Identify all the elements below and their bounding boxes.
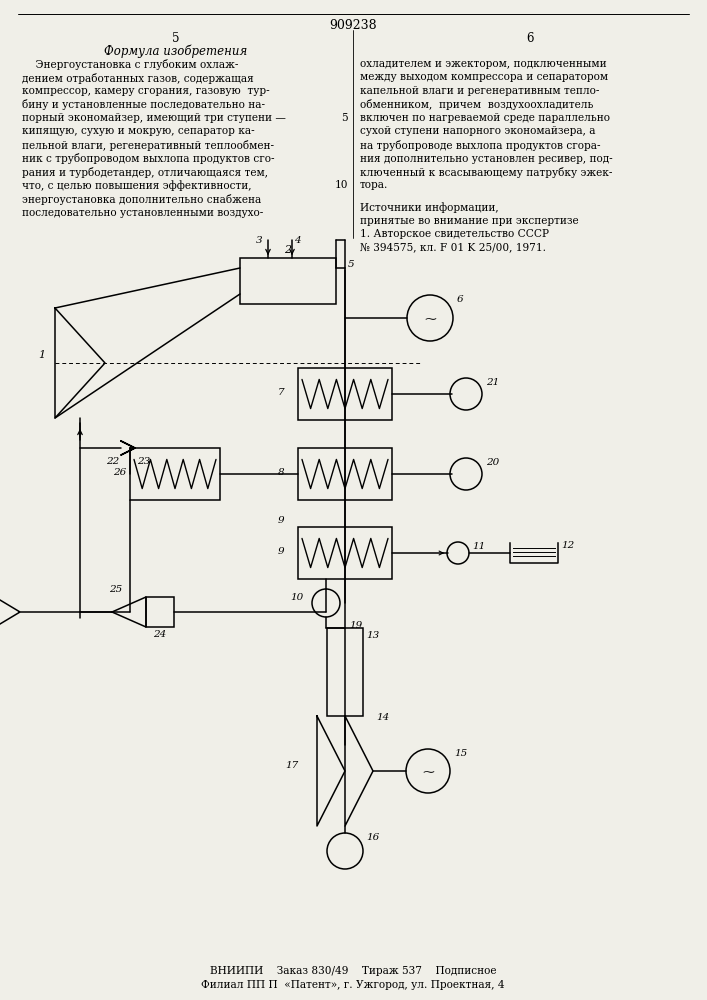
Text: ния дополнительно установлен ресивер, под-: ния дополнительно установлен ресивер, по… — [360, 153, 613, 163]
Text: 9: 9 — [277, 516, 284, 525]
Text: что, с целью повышения эффективности,: что, с целью повышения эффективности, — [22, 180, 252, 191]
Text: Формула изобретения: Формула изобретения — [105, 44, 247, 57]
Text: Источники информации,: Источники информации, — [360, 202, 498, 213]
Text: 11: 11 — [472, 542, 485, 551]
Text: 909238: 909238 — [329, 19, 377, 32]
Text: 22: 22 — [106, 457, 119, 466]
Text: ник с трубопроводом выхлопа продуктов сго-: ник с трубопроводом выхлопа продуктов сг… — [22, 153, 274, 164]
Text: 21: 21 — [486, 378, 499, 387]
Text: рания и турбодетандер, отличающаяся тем,: рания и турбодетандер, отличающаяся тем, — [22, 167, 268, 178]
Text: 1: 1 — [38, 350, 45, 360]
Text: 14: 14 — [376, 713, 390, 722]
Text: 3: 3 — [257, 236, 263, 245]
Text: дением отработанных газов, содержащая: дением отработанных газов, содержащая — [22, 73, 254, 84]
Text: на трубопроводе выхлопа продуктов сгора-: на трубопроводе выхлопа продуктов сгора- — [360, 140, 600, 151]
Text: 19: 19 — [349, 621, 362, 630]
Text: 25: 25 — [110, 585, 122, 594]
Text: пельной влаги, регенеративный теплообмен-: пельной влаги, регенеративный теплообмен… — [22, 140, 274, 151]
Text: 16: 16 — [366, 833, 379, 842]
Text: ключенный к всасывающему патрубку эжек-: ключенный к всасывающему патрубку эжек- — [360, 167, 612, 178]
Bar — [298, 527, 392, 579]
Text: 17: 17 — [286, 760, 299, 770]
Text: 6: 6 — [457, 295, 464, 304]
Text: бину и установленные последовательно на-: бину и установленные последовательно на- — [22, 100, 265, 110]
Text: 24: 24 — [153, 630, 167, 639]
Text: сухой ступени напорного экономайзера, а: сухой ступени напорного экономайзера, а — [360, 126, 595, 136]
Text: 1. Авторское свидетельство СССР: 1. Авторское свидетельство СССР — [360, 229, 549, 239]
Text: порный экономайзер, имеющий три ступени —: порный экономайзер, имеющий три ступени … — [22, 113, 286, 123]
Bar — [298, 368, 392, 420]
Text: 5: 5 — [348, 260, 355, 269]
Text: включен по нагреваемой среде параллельно: включен по нагреваемой среде параллельно — [360, 113, 610, 123]
Text: 5: 5 — [173, 32, 180, 45]
Text: 5: 5 — [341, 113, 348, 123]
Text: 7: 7 — [277, 388, 284, 397]
Text: принятые во внимание при экспертизе: принятые во внимание при экспертизе — [360, 216, 578, 226]
Text: 10: 10 — [334, 180, 348, 190]
Text: 2: 2 — [284, 245, 291, 255]
Text: между выходом компрессора и сепаратором: между выходом компрессора и сепаратором — [360, 73, 608, 83]
Text: энергоустановка дополнительно снабжена: энергоустановка дополнительно снабжена — [22, 194, 262, 205]
Text: 12: 12 — [561, 541, 574, 550]
Bar — [130, 448, 220, 500]
Text: 4: 4 — [294, 236, 300, 245]
Text: 10: 10 — [290, 592, 303, 601]
Text: 15: 15 — [454, 749, 467, 758]
Text: 23: 23 — [137, 457, 151, 466]
Text: № 394575, кл. F 01 K 25/00, 1971.: № 394575, кл. F 01 K 25/00, 1971. — [360, 242, 546, 252]
Text: ~: ~ — [423, 310, 437, 328]
Text: ~: ~ — [421, 764, 435, 780]
Text: 20: 20 — [486, 458, 499, 467]
Text: компрессор, камеру сгорания, газовую  тур-: компрессор, камеру сгорания, газовую тур… — [22, 86, 269, 96]
Text: 8: 8 — [277, 468, 284, 477]
Bar — [298, 448, 392, 500]
Text: 9: 9 — [277, 547, 284, 556]
Text: 26: 26 — [112, 468, 126, 477]
Bar — [327, 628, 363, 716]
Bar — [240, 258, 336, 304]
Text: капельной влаги и регенеративным тепло-: капельной влаги и регенеративным тепло- — [360, 86, 600, 96]
Text: кипящую, сухую и мокрую, сепаратор ка-: кипящую, сухую и мокрую, сепаратор ка- — [22, 126, 255, 136]
Bar — [146, 597, 174, 627]
Text: последовательно установленными воздухо-: последовательно установленными воздухо- — [22, 208, 263, 218]
Text: 6: 6 — [526, 32, 534, 45]
Text: ВНИИПИ    Заказ 830/49    Тираж 537    Подписное: ВНИИПИ Заказ 830/49 Тираж 537 Подписное — [210, 966, 496, 976]
Text: охладителем и эжектором, подключенными: охладителем и эжектором, подключенными — [360, 59, 607, 69]
Text: тора.: тора. — [360, 180, 388, 190]
Text: обменником,  причем  воздухоохладитель: обменником, причем воздухоохладитель — [360, 100, 593, 110]
Text: 13: 13 — [366, 631, 379, 640]
Text: Энергоустановка с глубоким охлаж-: Энергоустановка с глубоким охлаж- — [22, 59, 238, 70]
Text: Филиал ПП П  «Патент», г. Ужгород, ул. Проектная, 4: Филиал ПП П «Патент», г. Ужгород, ул. Пр… — [201, 980, 505, 990]
